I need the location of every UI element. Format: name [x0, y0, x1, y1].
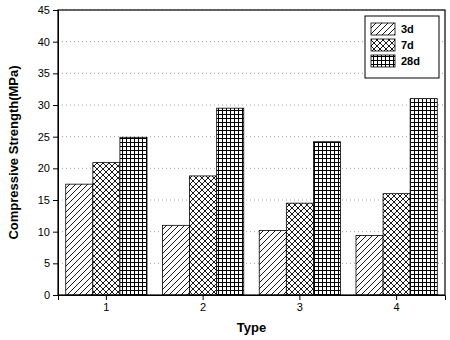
- y-axis: 0 5 10 15 20 25 30 35 40 45: [38, 4, 59, 301]
- legend: 3d 7d 28d: [365, 16, 439, 78]
- y-tick: 0: [44, 289, 58, 301]
- bars: [66, 99, 438, 295]
- y-tick-mark: [53, 73, 58, 74]
- x-axis-line: [59, 296, 446, 301]
- y-tick-label: 35: [38, 67, 50, 79]
- y-tick: 30: [38, 99, 58, 111]
- y-tick: 20: [38, 162, 58, 174]
- x-tick: 1: [103, 295, 109, 313]
- y-axis-title: Compressive Strength(MPa): [6, 65, 21, 239]
- x-tick: 4: [394, 295, 400, 313]
- y-tick-label: 15: [38, 194, 50, 206]
- bar: [66, 184, 93, 295]
- y-tick: 40: [38, 36, 58, 48]
- x-tick-mark: [203, 295, 204, 300]
- bar: [313, 142, 340, 295]
- y-tick-mark: [53, 168, 58, 169]
- x-tick-label: 4: [394, 301, 400, 313]
- y-tick-label: 10: [38, 226, 50, 238]
- bar: [259, 230, 286, 295]
- y-tick-mark: [53, 232, 58, 233]
- x-axis-title: Type: [237, 320, 266, 335]
- x-tick-label: 1: [103, 301, 109, 313]
- y-tick-label: 0: [44, 289, 50, 301]
- x-tick-mark: [299, 295, 300, 300]
- y-tick-mark: [53, 263, 58, 264]
- bar: [286, 203, 313, 295]
- y-tick-mark: [53, 200, 58, 201]
- legend-swatch: [371, 23, 395, 35]
- x-tick-mark: [396, 295, 397, 300]
- x-tick: 3: [297, 295, 303, 313]
- grid-line: [58, 136, 445, 137]
- legend-label: 3d: [401, 23, 414, 35]
- bar: [120, 137, 147, 295]
- legend-swatch: [371, 39, 395, 51]
- y-tick-label: 5: [44, 257, 50, 269]
- bar: [190, 176, 217, 295]
- y-tick-label: 20: [38, 162, 50, 174]
- y-tick-mark: [53, 295, 58, 296]
- bar: [162, 225, 189, 295]
- y-tick: 35: [38, 67, 58, 79]
- legend-label: 28d: [401, 55, 420, 67]
- grid: [58, 10, 445, 295]
- y-tick-label: 30: [38, 99, 50, 111]
- y-tick: 25: [38, 131, 58, 143]
- legend-label: 7d: [401, 39, 414, 51]
- x-tick-label: 2: [200, 301, 206, 313]
- x-tick-mark: [106, 295, 107, 300]
- y-axis-line: [53, 11, 59, 296]
- bar: [410, 99, 437, 295]
- y-tick: 15: [38, 194, 58, 206]
- grid-line: [58, 105, 445, 106]
- bar: [383, 194, 410, 295]
- y-tick-mark: [53, 105, 58, 106]
- y-tick-mark: [53, 42, 58, 43]
- chart: 0 5 10 15 20 25 30 35 40 45 1 2 3 4 3d 7d 28d Type Compres…: [0, 0, 450, 340]
- x-axis: 1 2 3 4: [59, 295, 446, 313]
- y-tick: 5: [44, 257, 58, 269]
- bar: [217, 108, 244, 295]
- plot: 0 5 10 15 20 25 30 35 40 45 1 2 3 4 3d 7d 28d: [38, 4, 446, 313]
- y-tick: 10: [38, 226, 58, 238]
- y-tick: 45: [38, 4, 58, 16]
- plot-frame: [58, 10, 445, 295]
- y-tick-mark: [53, 10, 58, 11]
- bar: [93, 163, 120, 295]
- legend-box: [365, 16, 439, 78]
- bar: [356, 235, 383, 295]
- y-tick-label: 25: [38, 131, 50, 143]
- y-tick-mark: [53, 137, 58, 138]
- x-tick: 2: [200, 295, 206, 313]
- y-tick-label: 45: [38, 4, 50, 16]
- x-tick-label: 3: [297, 301, 303, 313]
- legend-swatch: [371, 55, 395, 67]
- y-tick-label: 40: [38, 36, 50, 48]
